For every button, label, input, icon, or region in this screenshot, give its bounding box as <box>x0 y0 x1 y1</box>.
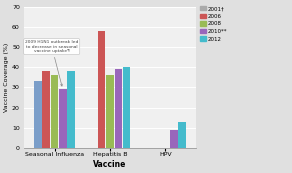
X-axis label: Vaccine: Vaccine <box>93 160 127 169</box>
Bar <box>42 71 50 148</box>
Bar <box>114 69 122 148</box>
Text: 2009 H1N1 outbreak led
to decrease in seasonal
vaccine uptake¶: 2009 H1N1 outbreak led to decrease in se… <box>25 40 79 86</box>
Bar <box>106 75 114 148</box>
Bar <box>98 31 105 148</box>
Y-axis label: Vaccine Coverage (%): Vaccine Coverage (%) <box>4 43 9 112</box>
Bar <box>123 67 131 148</box>
Bar <box>170 130 178 148</box>
Bar <box>59 89 67 148</box>
Bar <box>51 75 58 148</box>
Legend: 2001†, 2006, 2008, 2010**, 2012: 2001†, 2006, 2008, 2010**, 2012 <box>198 4 229 44</box>
Bar <box>34 81 41 148</box>
Bar <box>67 71 75 148</box>
Bar <box>178 122 186 148</box>
